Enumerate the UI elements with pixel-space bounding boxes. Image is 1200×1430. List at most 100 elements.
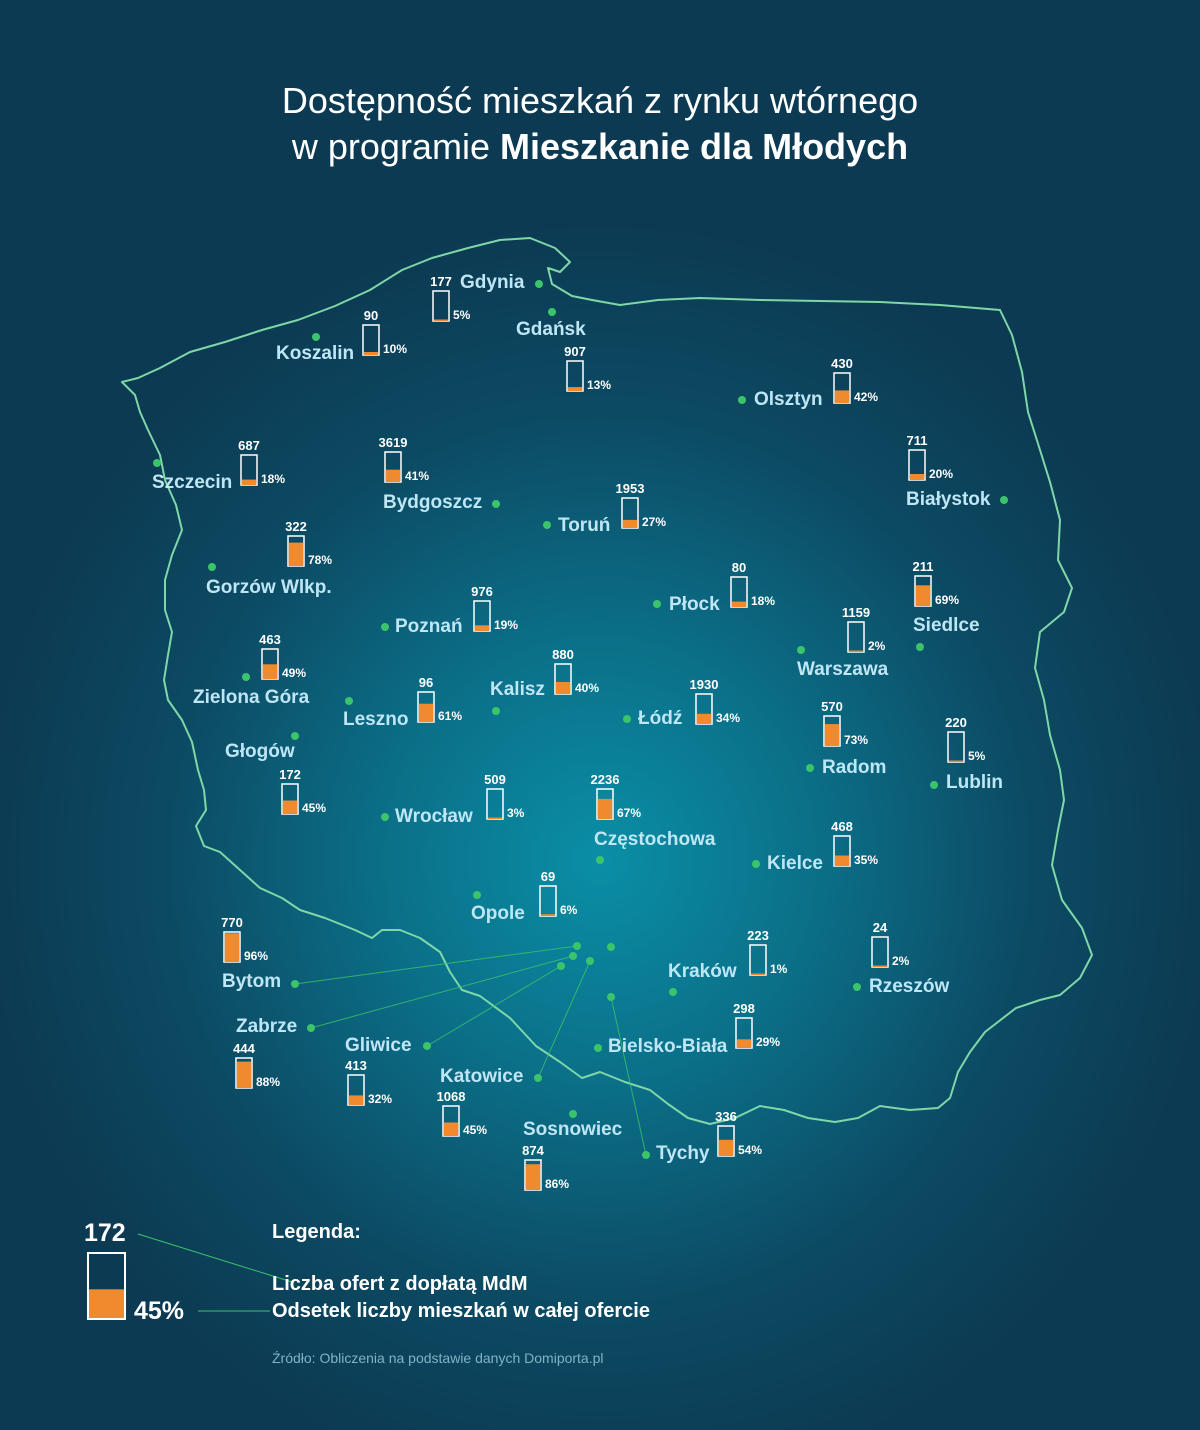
siedlce-percent: 69% [935,593,960,607]
zabrze-connector-line [310,955,574,1029]
page-title: Dostępność mieszkań z rynku wtórnego w p… [0,78,1200,170]
legend-graphics [87,1233,293,1320]
legend-count-connector [137,1233,293,1283]
kalisz-count: 880 [552,647,574,662]
szczecin-percent: 18% [261,472,286,486]
wroclaw-dot [381,813,389,821]
katowice-connector-line [537,960,591,1079]
legend-bar-fill [89,1289,124,1318]
gdansk-label: Gdańsk [516,319,586,340]
bialystok-count: 711 [906,433,928,448]
leszno-bar-fill [418,703,434,722]
koszalin-percent: 10% [383,342,408,356]
legend-example-pct: 45% [134,1297,185,1325]
gliwice-label: Gliwice [345,1035,412,1056]
gorzow-dot [208,563,216,571]
glogow-percent: 45% [302,801,327,815]
bialystok-label: Białystok [906,489,991,510]
olsztyn-count: 430 [831,356,853,371]
zielona-percent: 49% [282,666,307,680]
czestochowa-percent: 67% [617,806,642,820]
leszno-count: 96 [418,675,434,690]
krakow-count: 223 [747,928,769,943]
bielsko-percent: 29% [756,1035,781,1049]
title-line-1: Dostępność mieszkań z rynku wtórnego [281,80,919,121]
koszalin-bar-fill [363,352,379,355]
gdansk-bar-fill [567,387,583,391]
kielce-bar-fill [834,855,850,866]
poznan-count: 976 [471,584,493,599]
lublin-dot [930,781,938,789]
kalisz-dot [492,707,500,715]
legend-title: Legenda: [272,1221,361,1243]
zabrze-percent: 88% [256,1075,281,1089]
torun-count: 1953 [615,481,645,496]
gliwice-bar-fill [348,1095,364,1105]
warszawa-bar-fill [848,650,864,652]
warszawa-dot [797,646,805,654]
lodz-count: 1930 [689,677,719,692]
zielona-dot [242,673,250,681]
warszawa-percent: 2% [868,639,886,653]
radom-bar-fill [824,724,840,746]
leszno-percent: 61% [438,709,463,723]
torun-dot [543,521,551,529]
koszalin-dot [312,333,320,341]
sosnowiec-count: 874 [522,1143,544,1158]
opole-label: Opole [471,903,525,924]
bialystok-dot [1000,496,1008,504]
title-line-2-bold: Mieszkanie dla Młodych [499,126,909,167]
bytom-percent: 96% [244,949,269,963]
zabrze-bar-fill [236,1061,252,1088]
zielona-bar-fill [262,664,278,679]
bytom-label: Bytom [222,971,282,992]
gdynia-bar-fill [433,319,449,321]
kalisz-bar-fill [555,682,571,694]
krakow-bar-fill [750,973,766,975]
radom-percent: 73% [844,733,869,747]
krakow-percent: 1% [770,962,788,976]
bielsko-bar-fill [736,1039,752,1048]
sosnowiec-label: Sosnowiec [523,1119,623,1140]
krakow-label: Kraków [668,961,737,982]
siedlce-dot [916,643,924,651]
poland-border [121,237,1093,1125]
wroclaw-percent: 3% [507,806,525,820]
rzeszow-bar-fill [872,965,888,967]
lodz-label: Łódź [638,708,683,729]
lublin-percent: 5% [968,749,986,763]
poznan-percent: 19% [494,618,519,632]
gdynia-dot [535,280,543,288]
kielce-label: Kielce [767,853,823,874]
siedlce-count: 211 [912,559,934,574]
koszalin-label: Koszalin [276,343,355,364]
katowice-bar-fill [443,1122,459,1136]
gorzow-bar-fill [288,542,304,566]
poznan-dot [381,623,389,631]
bielsko-dot [594,1044,602,1052]
sosnowiec-dot [569,1110,577,1118]
gdansk-percent: 13% [587,378,612,392]
rzeszow-percent: 2% [892,954,910,968]
gorzow-count: 322 [285,519,307,534]
poznan-bar-fill [474,625,490,631]
poznan-label: Poznań [395,616,463,637]
bielsko-label: Bielsko-Biała [608,1036,728,1057]
radom-label: Radom [822,757,887,778]
gorzow-label: Gorzów Wlkp. [206,577,332,598]
kalisz-label: Kalisz [490,679,545,700]
wroclaw-count: 509 [484,772,506,787]
sosnowiec-bar-fill [525,1164,541,1190]
plock-count: 80 [731,560,747,575]
olsztyn-dot [738,396,746,404]
gliwice-count: 413 [345,1058,367,1073]
katowice-label: Katowice [440,1066,524,1087]
gdynia-percent: 5% [453,308,471,322]
glogow-label: Głogów [225,741,295,762]
gdynia-count: 177 [430,274,452,289]
legend-example-count: 172 [84,1219,126,1247]
bialystok-bar-fill [909,474,925,480]
opole-bar-fill [540,914,556,916]
torun-label: Toruń [558,515,611,536]
